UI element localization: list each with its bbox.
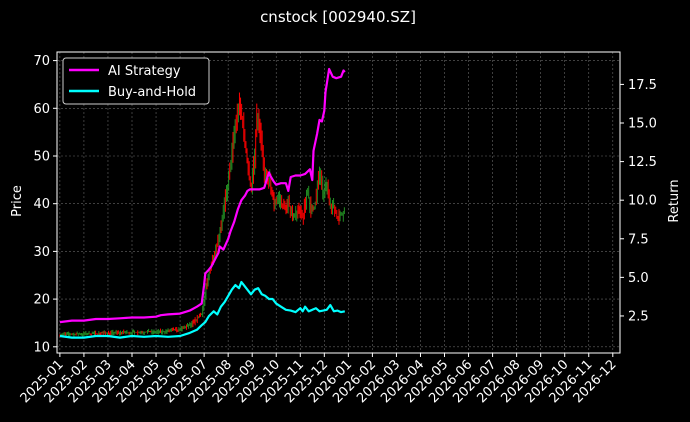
legend: AI Strategy Buy-and-Hold — [62, 57, 210, 105]
chart-title: cnstock [002940.SZ] — [260, 8, 416, 26]
y-axis-left-ticks: 10 20 30 40 50 60 70 — [33, 54, 57, 355]
y-axis-left-label: Price — [10, 185, 25, 217]
y-right-tick-label: 2.5 — [628, 309, 649, 324]
price-candles — [59, 92, 345, 338]
legend-box — [62, 57, 210, 105]
grid-lines — [57, 52, 620, 353]
y-left-tick-label: 10 — [33, 340, 50, 355]
y-left-tick-label: 70 — [33, 54, 50, 69]
y-right-tick-label: 5.0 — [628, 271, 649, 286]
series-line-buy-and-hold — [59, 280, 346, 339]
y-left-tick-label: 40 — [33, 197, 50, 212]
y-right-tick-label: 7.5 — [628, 232, 649, 247]
legend-label-buy-and-hold: Buy-and-Hold — [108, 85, 196, 100]
y-axis-right-ticks: 2.5 5.0 7.5 10.0 12.5 15.0 17.5 — [620, 78, 657, 324]
y-left-tick-label: 30 — [33, 245, 50, 260]
y-left-tick-label: 20 — [33, 293, 50, 308]
y-axis-right-label: Return — [667, 179, 682, 222]
series-line-ai-strategy — [59, 67, 346, 324]
y-left-tick-label: 50 — [33, 149, 50, 164]
y-right-tick-label: 17.5 — [628, 78, 657, 93]
series-lines — [59, 67, 346, 339]
legend-label-ai-strategy: AI Strategy — [108, 64, 181, 79]
plot-frame — [56, 51, 621, 354]
y-right-tick-label: 12.5 — [628, 155, 657, 170]
y-right-tick-label: 10.0 — [628, 194, 657, 209]
y-left-tick-label: 60 — [33, 102, 50, 117]
y-right-tick-label: 15.0 — [628, 117, 657, 132]
